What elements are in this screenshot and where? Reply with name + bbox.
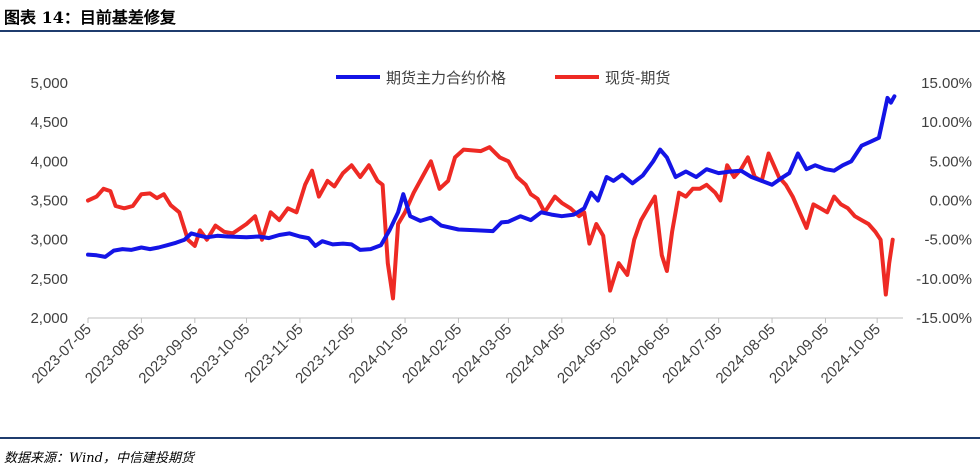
legend-item-futures-price-label: 期货主力合约价格 [386,69,506,87]
y-right-tick-label: 0.00% [929,193,972,210]
y-left-tick-label: 4,000 [30,153,68,170]
y-left-tick-label: 5,000 [30,75,68,92]
title-rule [0,30,980,32]
y-left-tick-label: 2,000 [30,310,68,327]
chart-legend: 期货主力合约价格 现货-期货 [336,69,670,87]
y-left-tick-label: 2,500 [30,271,68,288]
y-right-tick-label: 15.00% [921,75,972,92]
series-line-basis [86,145,895,301]
y-right-tick-label: -5.00% [924,232,972,249]
y-left-tick-label: 3,500 [30,193,68,210]
y-right-tick-label: 5.00% [929,153,972,170]
y-left-tick-label: 3,000 [30,232,68,249]
figure-title: 图表 14：目前基差修复 [4,8,176,27]
series-line-futures-price [86,94,897,259]
legend-item-basis-label: 现货-期货 [605,69,670,87]
y-right-tick-label: -10.00% [916,271,972,288]
y-left-tick-label: 4,500 [30,114,68,131]
source-rule [0,437,980,439]
chart: 2023-07-052023-08-052023-09-052023-10-05… [29,69,972,387]
plot-series [86,94,897,301]
source-note: 数据来源：Wind，中信建投期货 [4,451,194,466]
y-right-tick-label: -15.00% [916,310,972,327]
y-right-tick-label: 10.00% [921,114,972,131]
plot-axes: 2023-07-052023-08-052023-09-052023-10-05… [29,75,972,387]
